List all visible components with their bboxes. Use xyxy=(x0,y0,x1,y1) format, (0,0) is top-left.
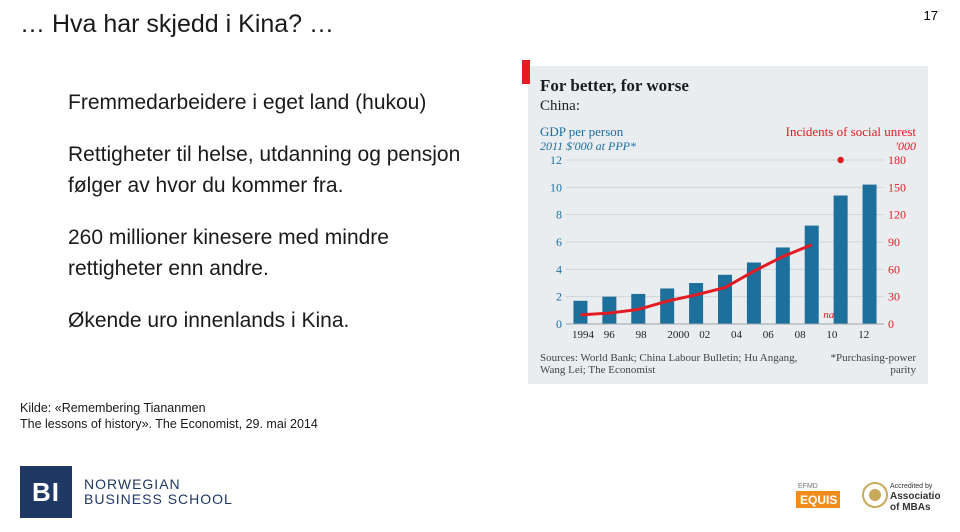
accreditations: EFMD EQUIS Accredited by Association of … xyxy=(796,478,940,514)
svg-text:2000: 2000 xyxy=(667,329,690,341)
chart-legend: GDP per person 2011 $'000 at PPP* Incide… xyxy=(540,125,916,154)
bi-logo-text-1: NORWEGIAN xyxy=(84,477,233,492)
svg-text:98: 98 xyxy=(636,329,648,341)
svg-text:na: na xyxy=(823,309,835,321)
svg-text:EQUIS: EQUIS xyxy=(800,493,837,507)
svg-text:4: 4 xyxy=(556,262,562,276)
svg-text:0: 0 xyxy=(556,317,562,331)
equis-icon: EFMD EQUIS xyxy=(796,480,840,510)
svg-text:12: 12 xyxy=(858,329,869,341)
svg-text:30: 30 xyxy=(888,289,900,303)
legend-right-label: Incidents of social unrest xyxy=(786,125,916,140)
page-title: … Hva har skjedd i Kina? … xyxy=(20,10,334,39)
bi-logo-text: NORWEGIAN BUSINESS SCHOOL xyxy=(84,477,233,508)
accreditation-amba: Accredited by Association of MBAs xyxy=(862,478,940,514)
svg-text:04: 04 xyxy=(731,329,743,341)
svg-text:Accredited by: Accredited by xyxy=(890,483,933,490)
chart-plot: 0023046069081201015012180199496982000020… xyxy=(540,156,916,346)
svg-text:10: 10 xyxy=(550,180,562,194)
chart-sources-right: *Purchasing-power parity xyxy=(816,352,916,376)
body-line3: 260 millioner kinesere med mindre rettig… xyxy=(68,223,488,284)
svg-text:2: 2 xyxy=(556,289,562,303)
svg-text:120: 120 xyxy=(888,207,906,221)
body-text: Fremmedarbeidere i eget land (hukou) Ret… xyxy=(68,88,488,359)
chart-subtitle: China: xyxy=(540,98,916,115)
legend-right: Incidents of social unrest '000 xyxy=(786,125,916,154)
svg-text:of MBAs: of MBAs xyxy=(890,502,931,512)
chart-title: For better, for worse xyxy=(540,76,916,96)
svg-text:8: 8 xyxy=(556,207,562,221)
svg-text:60: 60 xyxy=(888,262,900,276)
bi-logo: BI NORWEGIAN BUSINESS SCHOOL xyxy=(20,466,233,518)
source-line2: The lessons of history». The Economist, … xyxy=(20,416,318,432)
chart-panel: For better, for worse China: GDP per per… xyxy=(528,66,928,384)
chart-corner-accent xyxy=(522,60,530,84)
amba-icon: Accredited by Association of MBAs xyxy=(862,478,940,512)
chart-sources: Sources: World Bank; China Labour Bullet… xyxy=(540,352,916,376)
source-note: Kilde: «Remembering Tiananmen The lesson… xyxy=(20,400,318,433)
legend-left-sub: 2011 $'000 at PPP* xyxy=(540,140,636,154)
svg-text:Association: Association xyxy=(890,491,940,502)
svg-text:90: 90 xyxy=(888,235,900,249)
legend-left-label: GDP per person xyxy=(540,125,636,140)
body-line1: Fremmedarbeidere i eget land (hukou) xyxy=(68,88,488,118)
svg-text:180: 180 xyxy=(888,156,906,167)
source-line1: Kilde: «Remembering Tiananmen xyxy=(20,400,318,416)
svg-text:1994: 1994 xyxy=(572,329,595,341)
chart-svg: 0023046069081201015012180199496982000020… xyxy=(540,156,916,346)
svg-text:150: 150 xyxy=(888,180,906,194)
svg-text:06: 06 xyxy=(763,329,775,341)
bi-logo-mark: BI xyxy=(20,466,72,518)
body-line4: Økende uro innenlands i Kina. xyxy=(68,306,488,336)
svg-text:6: 6 xyxy=(556,235,562,249)
svg-text:EFMD: EFMD xyxy=(798,483,818,490)
svg-text:02: 02 xyxy=(699,329,710,341)
accreditation-equis: EFMD EQUIS xyxy=(796,480,840,512)
chart-sources-left: Sources: World Bank; China Labour Bullet… xyxy=(540,352,816,376)
body-line2: Rettigheter til helse, utdanning og pens… xyxy=(68,140,488,201)
page-number: 17 xyxy=(924,8,938,23)
svg-text:12: 12 xyxy=(550,156,562,167)
svg-text:10: 10 xyxy=(826,329,838,341)
legend-right-sub: '000 xyxy=(786,140,916,154)
legend-left: GDP per person 2011 $'000 at PPP* xyxy=(540,125,636,154)
svg-text:0: 0 xyxy=(888,317,894,331)
svg-text:08: 08 xyxy=(795,329,807,341)
svg-text:96: 96 xyxy=(604,329,616,341)
footer: BI NORWEGIAN BUSINESS SCHOOL EFMD EQUIS … xyxy=(0,452,960,532)
bi-logo-text-2: BUSINESS SCHOOL xyxy=(84,492,233,507)
